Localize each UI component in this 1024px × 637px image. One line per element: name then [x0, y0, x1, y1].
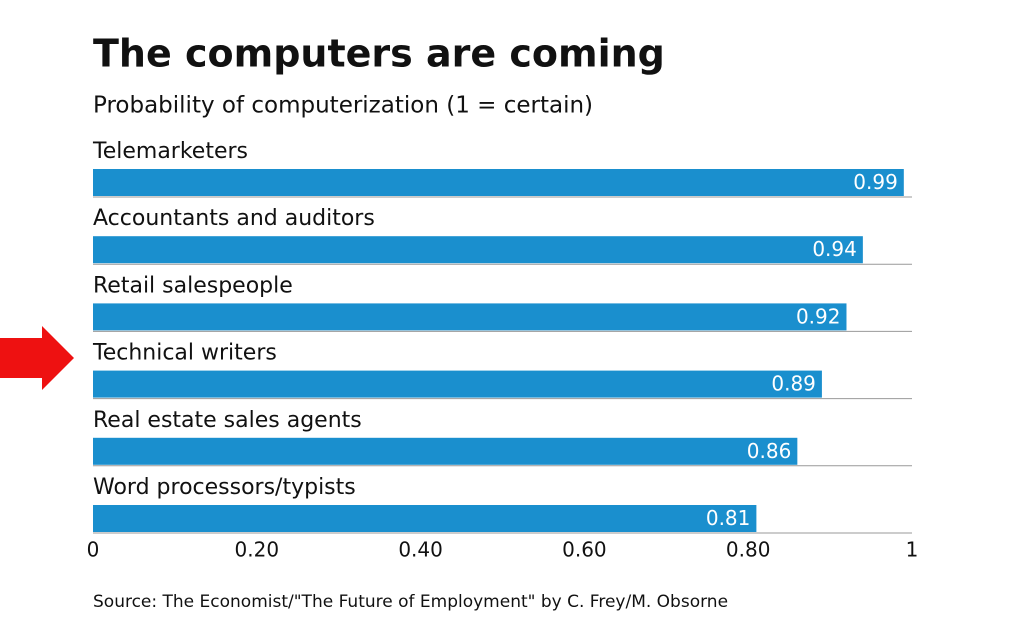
x-tick-label: 0.40	[398, 538, 443, 562]
value-label: 0.94	[812, 237, 857, 261]
x-tick-label: 0.20	[235, 538, 280, 562]
category-label: Real estate sales agents	[93, 408, 362, 433]
source-note: Source: The Economist/"The Future of Emp…	[93, 592, 728, 612]
x-tick-label: 0.80	[726, 538, 771, 562]
x-tick-label: 0.60	[562, 538, 607, 562]
category-label: Technical writers	[92, 341, 277, 366]
value-label: 0.99	[853, 170, 898, 194]
highlight-arrow	[0, 326, 74, 390]
value-label: 0.86	[747, 439, 792, 463]
bar	[93, 505, 757, 532]
value-label: 0.92	[796, 304, 841, 328]
value-label: 0.81	[706, 506, 751, 530]
category-label: Word processors/typists	[93, 475, 356, 500]
chart-subtitle: Probability of computerization (1 = cert…	[93, 93, 593, 119]
bar	[93, 370, 822, 398]
bar	[93, 303, 847, 331]
value-label: 0.89	[771, 372, 816, 396]
category-label: Accountants and auditors	[93, 206, 375, 231]
bar	[93, 236, 863, 264]
category-label: Retail salespeople	[93, 273, 293, 298]
chart-title: The computers are coming	[93, 32, 665, 76]
bar	[93, 169, 904, 196]
x-tick-label: 1	[906, 538, 919, 562]
bar	[93, 437, 798, 465]
category-label: Telemarketers	[92, 139, 248, 164]
x-tick-label: 0	[87, 538, 100, 562]
